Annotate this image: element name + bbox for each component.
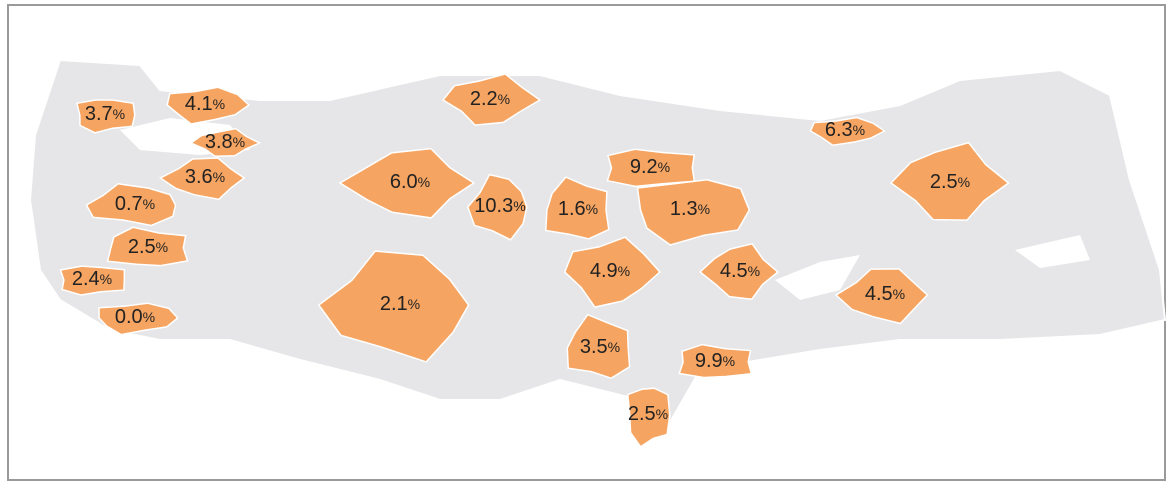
- unit-label: %: [656, 406, 668, 422]
- unit-label: %: [586, 201, 598, 217]
- unit-label: %: [100, 271, 112, 287]
- region: [678, 343, 753, 379]
- unit-label: %: [418, 174, 430, 190]
- value-label: 10.3: [474, 195, 513, 217]
- region: [889, 141, 1010, 221]
- value-label: 9.2: [630, 156, 658, 178]
- region: [85, 183, 177, 227]
- region-label: 3.7%: [85, 103, 125, 125]
- region: [166, 86, 251, 125]
- value-label: 4.9: [590, 260, 618, 282]
- region-label: 9.9%: [695, 350, 735, 372]
- value-label: 4.1: [185, 93, 213, 115]
- unit-label: %: [658, 159, 670, 175]
- region-label: 1.6%: [558, 198, 598, 220]
- value-label: 6.0: [390, 171, 418, 193]
- value-label: 4.5: [720, 260, 748, 282]
- region-label: 2.5%: [128, 236, 168, 258]
- unit-label: %: [498, 91, 510, 107]
- unit-label: %: [156, 239, 168, 255]
- unit-label: %: [113, 106, 125, 122]
- region: [563, 236, 661, 308]
- unit-label: %: [958, 174, 970, 190]
- region: [636, 179, 751, 246]
- value-label: 1.6: [558, 198, 586, 220]
- region: [698, 242, 780, 300]
- region: [809, 116, 886, 146]
- region: [545, 176, 610, 240]
- unit-label: %: [408, 296, 420, 312]
- value-label: 0.0: [115, 306, 143, 328]
- region-label: 2.4%: [72, 268, 112, 290]
- unit-label: %: [723, 353, 735, 369]
- region-label: 3.8%: [205, 131, 245, 153]
- unit-label: %: [213, 169, 225, 185]
- region: [441, 73, 542, 126]
- value-label: 2.1: [380, 293, 408, 315]
- region: [566, 313, 631, 380]
- value-label: 9.9: [695, 350, 723, 372]
- value-label: 6.3: [825, 119, 853, 141]
- region: [834, 268, 929, 325]
- region-label: 3.5%: [580, 336, 620, 358]
- region: [98, 302, 179, 336]
- unit-label: %: [698, 201, 710, 217]
- value-label: 2.5: [128, 236, 156, 258]
- region-label: 4.1%: [185, 93, 225, 115]
- value-label: 2.5: [628, 403, 656, 425]
- value-label: 2.4: [72, 268, 100, 290]
- region-label: 6.0%: [390, 171, 430, 193]
- labels: 3.7% 4.1%3.8%3.6%0.7%2.5%2.4%0.0%2.2%6.0%…: [72, 88, 970, 425]
- region: [158, 157, 246, 201]
- unit-label: %: [618, 263, 630, 279]
- unit-label: %: [143, 196, 155, 212]
- lake: [775, 255, 860, 300]
- region-label: 4.5%: [720, 260, 760, 282]
- value-label: 3.6: [185, 166, 213, 188]
- value-label: 3.5: [580, 336, 608, 358]
- region-label: 4.5%: [865, 283, 905, 305]
- region: [626, 387, 671, 448]
- region-label: 2.5%: [628, 403, 668, 425]
- lake: [1015, 235, 1090, 268]
- unit-label: %: [213, 96, 225, 112]
- region: [106, 226, 189, 267]
- unit-label: %: [513, 198, 525, 214]
- region: [189, 127, 262, 157]
- value-label: 1.3: [670, 198, 698, 220]
- region-label: 3.6%: [185, 166, 225, 188]
- region-label: 4.9%: [590, 260, 630, 282]
- region-label: 0.7%: [115, 193, 155, 215]
- region-label: 10.3%: [474, 195, 525, 217]
- region-label: 2.2%: [470, 88, 510, 110]
- value-label: 3.7: [85, 103, 113, 125]
- value-label: 4.5: [865, 283, 893, 305]
- value-label: 3.8: [205, 131, 233, 153]
- value-label: 0.7: [115, 193, 143, 215]
- region: [317, 250, 470, 363]
- unit-label: %: [893, 286, 905, 302]
- region: [606, 148, 696, 188]
- region: [466, 173, 528, 241]
- unit-label: %: [233, 134, 245, 150]
- region-label: 6.3%: [825, 119, 865, 141]
- unit-label: %: [608, 339, 620, 355]
- region-label: 9.2%: [630, 156, 670, 178]
- unit-label: %: [143, 309, 155, 325]
- region-label: 0.0%: [115, 306, 155, 328]
- unit-label: %: [853, 122, 865, 138]
- value-label: 2.5: [930, 171, 958, 193]
- region: [75, 99, 136, 134]
- region: [338, 147, 476, 219]
- region: [59, 265, 126, 296]
- value-label: 2.2: [470, 88, 498, 110]
- region-label: 2.5%: [930, 171, 970, 193]
- unit-label: %: [748, 263, 760, 279]
- regions: [59, 73, 1010, 448]
- region-label: 2.1%: [380, 293, 420, 315]
- region-label: 1.3%: [670, 198, 710, 220]
